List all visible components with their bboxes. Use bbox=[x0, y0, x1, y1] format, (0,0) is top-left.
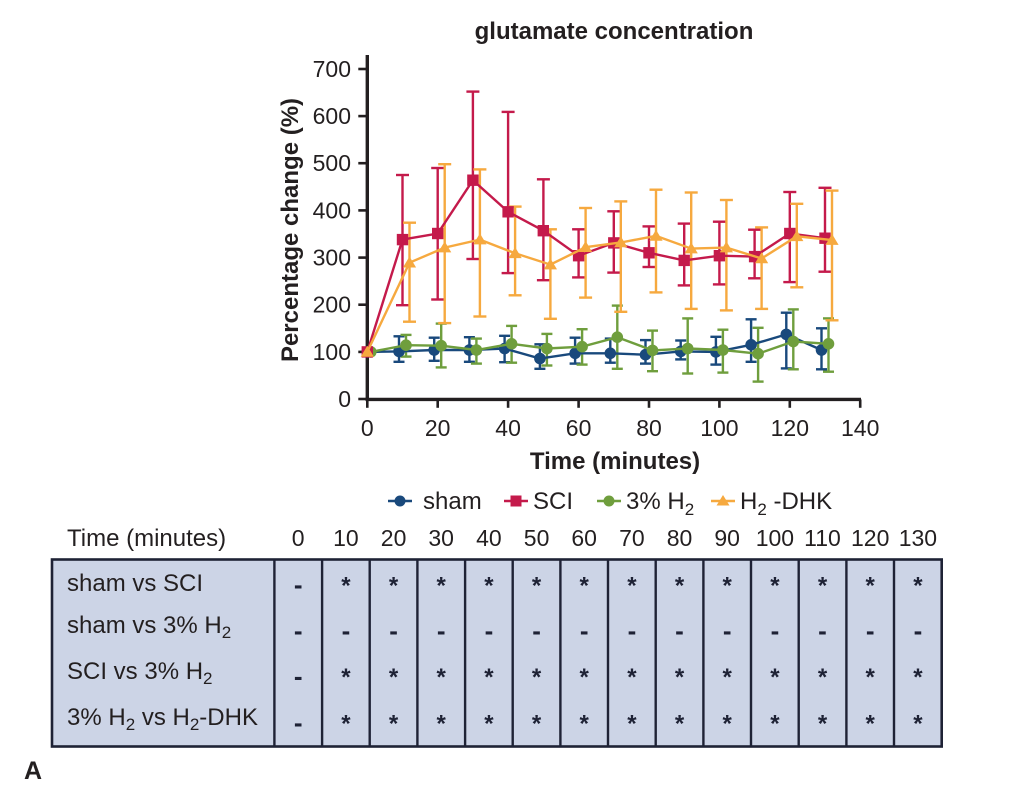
svg-text:Percentage change (%): Percentage change (%) bbox=[277, 98, 304, 362]
svg-text:300: 300 bbox=[313, 245, 351, 271]
svg-text:*: * bbox=[341, 664, 351, 691]
svg-text:*: * bbox=[532, 664, 542, 691]
svg-text:-: - bbox=[723, 616, 732, 646]
svg-text:-: - bbox=[485, 616, 494, 646]
svg-text:*: * bbox=[627, 573, 637, 600]
svg-text:*: * bbox=[723, 711, 733, 738]
svg-text:120: 120 bbox=[851, 525, 889, 551]
svg-text:-: - bbox=[389, 616, 398, 646]
svg-text:*: * bbox=[627, 711, 637, 738]
svg-text:-: - bbox=[342, 616, 351, 646]
svg-text:SCI vs 3% H2: SCI vs 3% H2 bbox=[67, 658, 213, 688]
svg-text:*: * bbox=[818, 664, 828, 691]
svg-text:*: * bbox=[675, 664, 685, 691]
svg-text:sham: sham bbox=[423, 488, 482, 515]
svg-text:*: * bbox=[866, 573, 876, 600]
svg-text:*: * bbox=[580, 664, 590, 691]
svg-text:glutamate concentration: glutamate concentration bbox=[475, 18, 754, 45]
svg-text:50: 50 bbox=[524, 525, 550, 551]
svg-text:30: 30 bbox=[428, 525, 454, 551]
svg-text:-: - bbox=[294, 661, 303, 691]
svg-text:A: A bbox=[24, 757, 42, 785]
svg-text:20: 20 bbox=[381, 525, 407, 551]
svg-text:-: - bbox=[437, 616, 446, 646]
svg-text:-: - bbox=[294, 616, 303, 646]
svg-text:500: 500 bbox=[313, 150, 351, 176]
svg-text:Time (minutes): Time (minutes) bbox=[67, 525, 226, 552]
svg-text:40: 40 bbox=[495, 415, 521, 441]
svg-text:80: 80 bbox=[636, 415, 662, 441]
svg-text:-: - bbox=[675, 616, 684, 646]
svg-text:*: * bbox=[866, 711, 876, 738]
svg-text:*: * bbox=[913, 573, 923, 600]
svg-text:*: * bbox=[389, 664, 399, 691]
svg-text:100: 100 bbox=[756, 525, 794, 551]
svg-text:*: * bbox=[675, 711, 685, 738]
svg-text:*: * bbox=[341, 711, 351, 738]
svg-text:*: * bbox=[913, 711, 923, 738]
svg-text:40: 40 bbox=[476, 525, 502, 551]
svg-text:130: 130 bbox=[899, 525, 937, 551]
svg-text:*: * bbox=[580, 711, 590, 738]
svg-text:*: * bbox=[866, 664, 876, 691]
svg-text:100: 100 bbox=[313, 339, 351, 365]
svg-text:0: 0 bbox=[338, 386, 351, 412]
svg-text:-: - bbox=[294, 708, 303, 738]
svg-text:sham vs 3% H2: sham vs 3% H2 bbox=[67, 612, 231, 642]
svg-text:140: 140 bbox=[841, 415, 879, 441]
svg-text:*: * bbox=[437, 573, 447, 600]
svg-text:*: * bbox=[818, 711, 828, 738]
svg-text:70: 70 bbox=[619, 525, 645, 551]
svg-text:*: * bbox=[389, 711, 399, 738]
svg-text:20: 20 bbox=[425, 415, 451, 441]
svg-text:Time (minutes): Time (minutes) bbox=[530, 448, 700, 475]
svg-text:90: 90 bbox=[714, 525, 740, 551]
svg-text:*: * bbox=[913, 664, 923, 691]
svg-text:*: * bbox=[723, 664, 733, 691]
svg-text:700: 700 bbox=[313, 56, 351, 82]
svg-text:0: 0 bbox=[361, 415, 374, 441]
svg-text:-: - bbox=[818, 616, 827, 646]
svg-text:-: - bbox=[628, 616, 637, 646]
svg-text:*: * bbox=[389, 573, 399, 600]
svg-text:*: * bbox=[437, 711, 447, 738]
svg-text:*: * bbox=[532, 711, 542, 738]
svg-text:-: - bbox=[294, 570, 303, 600]
svg-text:*: * bbox=[818, 573, 828, 600]
svg-text:*: * bbox=[437, 664, 447, 691]
svg-text:60: 60 bbox=[566, 415, 592, 441]
svg-text:10: 10 bbox=[333, 525, 359, 551]
svg-text:*: * bbox=[770, 711, 780, 738]
svg-text:*: * bbox=[675, 573, 685, 600]
svg-text:3% H2 vs H2-DHK: 3% H2 vs H2-DHK bbox=[67, 704, 258, 734]
svg-text:600: 600 bbox=[313, 103, 351, 129]
svg-text:-: - bbox=[580, 616, 589, 646]
svg-text:*: * bbox=[532, 573, 542, 600]
svg-text:-: - bbox=[866, 616, 875, 646]
svg-text:-: - bbox=[771, 616, 780, 646]
svg-text:*: * bbox=[341, 573, 351, 600]
svg-text:60: 60 bbox=[571, 525, 597, 551]
svg-text:80: 80 bbox=[667, 525, 693, 551]
svg-text:100: 100 bbox=[700, 415, 738, 441]
svg-text:*: * bbox=[770, 573, 780, 600]
svg-text:400: 400 bbox=[313, 197, 351, 223]
svg-text:110: 110 bbox=[804, 525, 841, 551]
svg-text:3% H2: 3% H2 bbox=[626, 488, 694, 519]
svg-text:SCI: SCI bbox=[533, 488, 573, 515]
svg-text:0: 0 bbox=[292, 525, 305, 551]
svg-text:sham vs SCI: sham vs SCI bbox=[67, 570, 203, 597]
svg-text:*: * bbox=[770, 664, 780, 691]
svg-text:-: - bbox=[532, 616, 541, 646]
svg-text:*: * bbox=[484, 711, 494, 738]
svg-text:*: * bbox=[484, 573, 494, 600]
svg-text:200: 200 bbox=[313, 292, 351, 318]
svg-text:*: * bbox=[484, 664, 494, 691]
svg-text:*: * bbox=[723, 573, 733, 600]
svg-text:*: * bbox=[627, 664, 637, 691]
svg-text:-: - bbox=[914, 616, 923, 646]
svg-text:*: * bbox=[580, 573, 590, 600]
svg-text:H2 -DHK: H2 -DHK bbox=[740, 488, 832, 519]
svg-text:120: 120 bbox=[771, 415, 809, 441]
